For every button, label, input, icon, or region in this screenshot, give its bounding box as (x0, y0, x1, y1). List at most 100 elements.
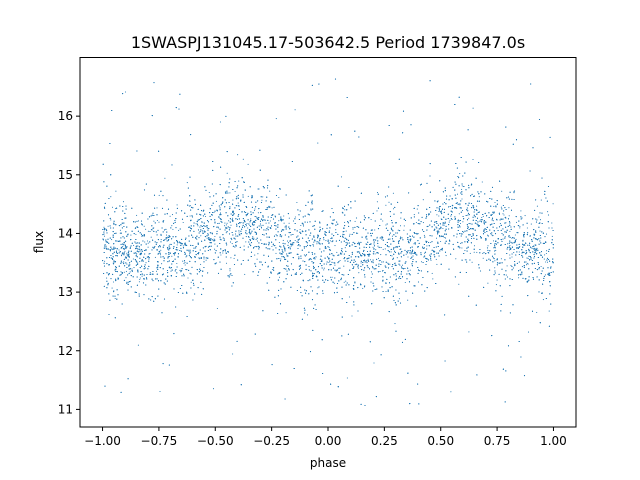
data-point (461, 188, 463, 190)
data-point (253, 237, 255, 239)
data-point (370, 271, 373, 273)
data-point (310, 258, 312, 260)
data-point (152, 273, 154, 275)
data-point (271, 245, 273, 248)
data-point (309, 244, 311, 246)
data-point (443, 236, 445, 239)
data-point (111, 239, 113, 241)
data-point (130, 234, 132, 236)
data-point (125, 277, 127, 279)
data-point (473, 245, 476, 247)
data-point (343, 281, 345, 283)
data-point (398, 298, 400, 300)
data-point (345, 230, 347, 232)
data-point (519, 225, 521, 228)
data-point (328, 261, 330, 264)
data-point (318, 272, 320, 275)
data-point (354, 220, 356, 222)
data-point (487, 234, 489, 236)
data-point (183, 262, 185, 264)
data-point (103, 245, 106, 247)
data-point (129, 280, 131, 282)
data-point (376, 201, 378, 203)
data-point (231, 239, 233, 241)
data-point (122, 252, 124, 254)
data-point (323, 269, 325, 271)
data-point (145, 228, 147, 230)
data-point (107, 225, 109, 227)
data-point (495, 284, 497, 286)
data-point (319, 230, 321, 232)
data-point (477, 224, 479, 226)
data-point (469, 252, 471, 254)
data-point (335, 229, 337, 231)
data-point (422, 199, 424, 201)
data-point (127, 255, 129, 257)
data-point (156, 207, 158, 209)
data-point (407, 256, 409, 258)
data-point (171, 214, 174, 216)
data-point (521, 266, 523, 268)
data-point (271, 207, 273, 209)
data-point (232, 353, 234, 355)
data-point (503, 214, 505, 216)
data-point (373, 362, 375, 364)
data-point (233, 257, 235, 259)
data-point (121, 261, 123, 264)
data-point (407, 299, 409, 301)
data-point (330, 237, 332, 240)
data-point (257, 212, 259, 214)
data-point (295, 272, 297, 274)
data-point (435, 258, 437, 260)
data-point (495, 249, 497, 251)
data-point (502, 238, 504, 240)
data-point (275, 234, 277, 236)
data-point (323, 239, 325, 241)
data-point (438, 208, 440, 210)
data-point (122, 246, 124, 248)
data-point (119, 229, 121, 231)
data-point (115, 190, 117, 192)
data-point (370, 218, 372, 221)
data-point (261, 199, 263, 201)
data-point (436, 214, 438, 216)
data-point (352, 227, 354, 229)
data-point (451, 218, 453, 221)
data-point (416, 208, 418, 210)
data-point (226, 172, 228, 174)
data-point (296, 201, 298, 204)
data-point (354, 264, 356, 266)
data-point (435, 237, 438, 239)
data-point (229, 270, 231, 272)
data-point (330, 276, 332, 278)
data-point (521, 255, 523, 257)
data-point (439, 205, 442, 207)
data-point (533, 248, 535, 250)
data-point (126, 252, 128, 254)
data-point (306, 314, 309, 316)
data-point (392, 192, 394, 194)
data-point (436, 263, 438, 265)
data-point (126, 281, 128, 283)
data-point (545, 233, 548, 235)
data-point (397, 229, 399, 231)
data-point (186, 269, 188, 271)
data-point (297, 245, 299, 247)
data-point (483, 228, 485, 231)
data-point (160, 249, 162, 251)
data-point (245, 215, 247, 217)
data-point (420, 261, 423, 263)
data-point (254, 208, 256, 210)
data-point (544, 274, 547, 276)
data-point (208, 191, 210, 194)
data-point (163, 219, 165, 222)
data-point (118, 249, 120, 251)
data-point (515, 238, 517, 240)
data-point (440, 240, 442, 243)
data-point (139, 277, 141, 279)
data-point (465, 259, 467, 261)
data-point (206, 237, 208, 239)
data-point (332, 254, 334, 256)
data-point (377, 257, 380, 259)
data-point (215, 200, 217, 202)
